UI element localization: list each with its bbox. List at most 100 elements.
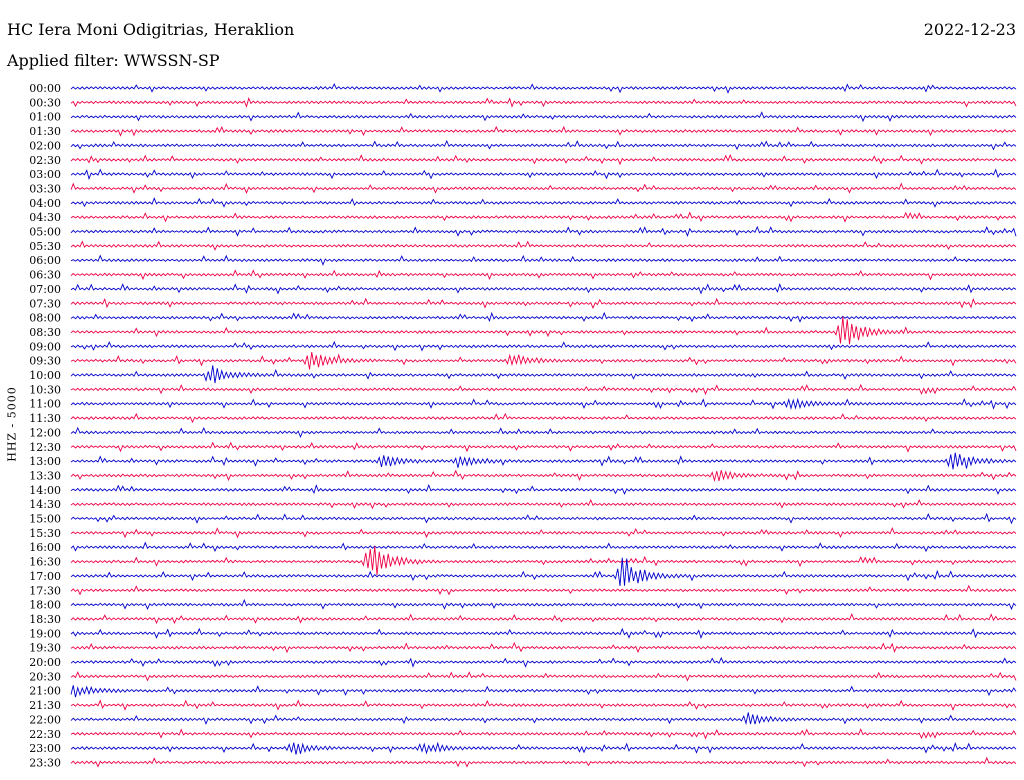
trace-2000 [70, 656, 1017, 668]
row-label: 17:00 [29, 570, 61, 583]
trace-0700 [70, 283, 1017, 295]
trace-1030 [70, 383, 1017, 396]
trace-1000 [70, 365, 1017, 384]
trace-0800 [70, 311, 1017, 323]
trace-1300 [70, 452, 1017, 470]
row-label: 08:30 [29, 326, 61, 339]
trace-2130 [70, 699, 1017, 711]
trace-1330 [70, 469, 1017, 483]
trace-1530 [70, 526, 1017, 539]
station-title: HC Iera Moni Odigitrias, Heraklion [7, 20, 295, 39]
trace-1730 [70, 584, 1017, 596]
row-label: 22:00 [29, 713, 61, 726]
row-label: 10:00 [29, 369, 61, 382]
row-label: 18:00 [29, 599, 61, 612]
row-label: 02:00 [29, 139, 61, 152]
trace-0300 [70, 168, 1017, 181]
row-label: 04:30 [29, 211, 61, 224]
row-label: 19:00 [29, 627, 61, 640]
trace-0330 [70, 182, 1017, 194]
trace-1830 [70, 613, 1017, 625]
trace-2100 [70, 685, 1017, 698]
row-label: 15:00 [29, 513, 61, 526]
row-label: 14:00 [29, 484, 61, 497]
row-label: 03:30 [29, 182, 61, 195]
row-label: 00:30 [29, 96, 61, 109]
row-label: 08:00 [29, 312, 61, 325]
row-label: 15:30 [29, 527, 61, 540]
trace-1930 [70, 641, 1017, 654]
row-label: 04:00 [29, 197, 61, 210]
trace-0430 [70, 211, 1017, 223]
row-label: 20:00 [29, 656, 61, 669]
trace-1130 [70, 412, 1017, 424]
row-label: 10:30 [29, 383, 61, 396]
row-label: 06:30 [29, 269, 61, 282]
row-label: 17:30 [29, 584, 61, 597]
row-label: 09:00 [29, 340, 61, 353]
row-label: 22:30 [29, 728, 61, 741]
row-label: 23:30 [29, 756, 61, 769]
trace-2030 [70, 671, 1017, 682]
trace-1200 [70, 426, 1017, 439]
trace-1600 [70, 541, 1017, 553]
trace-0200 [70, 139, 1017, 151]
trace-1700 [70, 557, 1017, 587]
trace-0100 [70, 111, 1017, 123]
row-label: 12:00 [29, 426, 61, 439]
trace-2330 [70, 756, 1017, 768]
filter-label: Applied filter: WWSSN-SP [7, 51, 220, 70]
trace-1100 [70, 397, 1017, 410]
trace-0230 [70, 153, 1017, 166]
trace-1230 [70, 441, 1017, 453]
row-label: 20:30 [29, 670, 61, 683]
date-label: 2022-12-23 [923, 20, 1016, 39]
trace-0900 [70, 340, 1017, 352]
row-label: 01:00 [29, 111, 61, 124]
trace-1900 [70, 627, 1017, 640]
row-label: 18:30 [29, 613, 61, 626]
trace-0030 [70, 96, 1017, 108]
row-label: 13:30 [29, 469, 61, 482]
row-label: 11:00 [29, 398, 61, 411]
trace-0830 [70, 316, 1017, 345]
row-label: 09:30 [29, 355, 61, 368]
trace-0400 [70, 197, 1017, 208]
trace-1500 [70, 512, 1017, 525]
trace-1800 [70, 598, 1017, 611]
trace-0530 [70, 240, 1017, 251]
trace-0500 [70, 225, 1017, 237]
row-label: 05:30 [29, 240, 61, 253]
row-label: 12:30 [29, 441, 61, 454]
row-label: 16:30 [29, 556, 61, 569]
trace-2200 [70, 712, 1017, 726]
row-label: 01:30 [29, 125, 61, 138]
row-label: 07:30 [29, 297, 61, 310]
row-label: 06:00 [29, 254, 61, 267]
trace-0730 [70, 297, 1017, 310]
trace-0130 [70, 125, 1017, 137]
row-label: 02:30 [29, 154, 61, 167]
trace-1630 [70, 546, 1017, 576]
row-label: 19:30 [29, 642, 61, 655]
trace-0930 [70, 352, 1017, 370]
row-label: 21:00 [29, 685, 61, 698]
trace-1400 [70, 483, 1017, 495]
row-label: 13:00 [29, 455, 61, 468]
row-label: 03:00 [29, 168, 61, 181]
row-label: 11:30 [29, 412, 61, 425]
row-label: 00:00 [29, 82, 61, 95]
row-label: 14:30 [29, 498, 61, 511]
trace-0630 [70, 269, 1017, 281]
row-label: 16:00 [29, 541, 61, 554]
row-label: 21:30 [29, 699, 61, 712]
row-label: 07:00 [29, 283, 61, 296]
trace-1430 [70, 498, 1017, 510]
trace-2230 [70, 728, 1017, 740]
trace-0000 [70, 83, 1017, 94]
row-label: 23:00 [29, 742, 61, 755]
trace-0600 [70, 254, 1017, 266]
row-label: 05:00 [29, 226, 61, 239]
trace-2300 [70, 741, 1017, 755]
